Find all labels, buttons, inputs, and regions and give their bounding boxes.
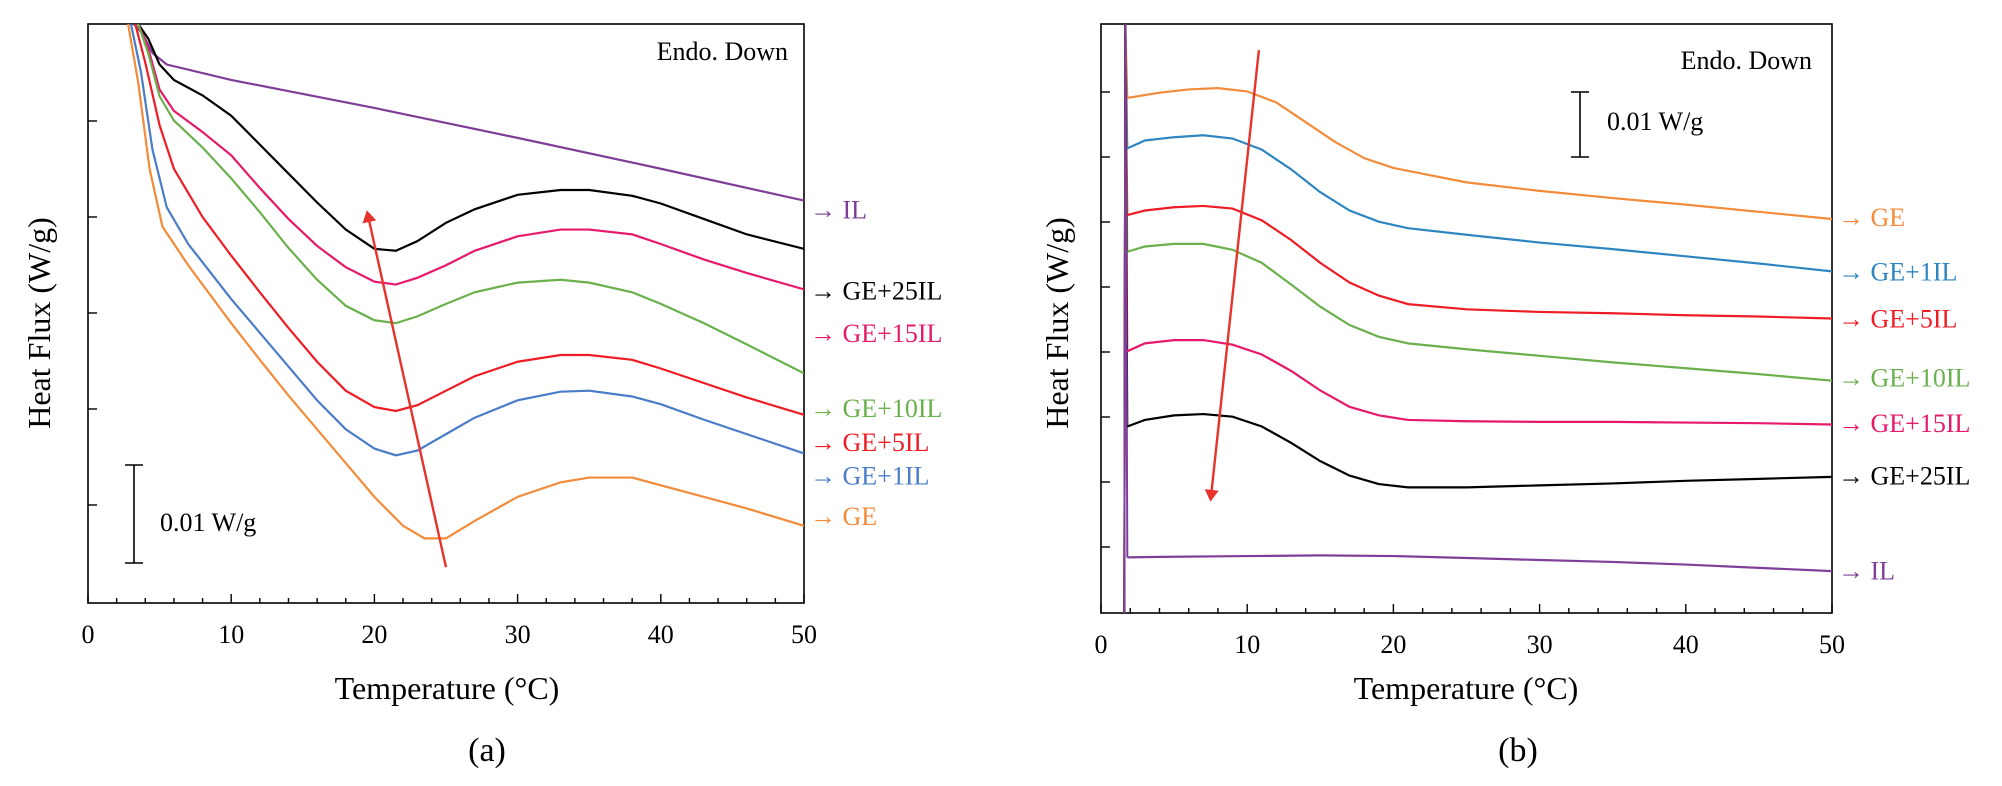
x-tick-label-a: 50 (791, 620, 817, 649)
series-line-il-b (1127, 554, 1832, 573)
x-axis-label-a: Temperature (°C) (335, 670, 560, 706)
x-tick-label-a: 30 (505, 620, 531, 649)
series-line-ge-15il-a (137, 24, 804, 291)
series-label-il-b: → IL (1838, 556, 1895, 585)
series-label-ge-15il-b: → GE+15IL (1838, 409, 1970, 438)
x-tick-label-a: 40 (648, 620, 674, 649)
chart-panel-b: Heat Flux (W/g) Temperature (°C) Endo. D… (1039, 23, 1970, 769)
chart-panel-a: Heat Flux (W/g) Temperature (°C) Endo. D… (21, 23, 942, 769)
x-tick-label-b: 0 (1095, 630, 1108, 659)
startup-spikes-b (1123, 24, 1129, 613)
panel-label-a: (a) (468, 732, 506, 769)
series-label-ge-5il-a: → GE+5IL (810, 428, 929, 457)
x-tick-label-b: 20 (1380, 630, 1406, 659)
scale-bar-label-b: 0.01 W/g (1607, 107, 1703, 136)
series-line-ge-10il-a (137, 24, 804, 375)
x-tick-label-b: 10 (1234, 630, 1260, 659)
y-axis-label-b: Heat Flux (W/g) (1039, 217, 1075, 429)
x-tick-label-b: 50 (1819, 630, 1845, 659)
series-line-ge-5il-a (134, 24, 804, 416)
trend-arrow-b (1204, 50, 1261, 502)
series-label-ge-10il-b: → GE+10IL (1838, 363, 1970, 392)
series-line-ge-10il-b (1127, 242, 1832, 382)
scale-bar-label-a: 0.01 W/g (160, 508, 256, 537)
series-line-ge-1il-b (1126, 134, 1832, 273)
series-label-ge-25il-a: → GE+25IL (810, 276, 942, 305)
series-label-ge-10il-a: → GE+10IL (810, 394, 942, 423)
endo-annotation-b: Endo. Down (1681, 46, 1812, 75)
series-line-ge-25il-a (137, 24, 804, 252)
series-label-ge-a: → GE (810, 502, 877, 531)
panel-label-b: (b) (1498, 732, 1538, 769)
series-line-ge-25il-b (1126, 412, 1832, 489)
series-label-ge-1il-b: → GE+1IL (1838, 257, 1957, 286)
series-label-ge-5il-b: → GE+5IL (1838, 305, 1957, 334)
series-line-ge-15il-b (1126, 338, 1832, 426)
series-line-ge-5il-b (1127, 204, 1832, 320)
series-line-ge-b (1127, 87, 1832, 221)
plot-frame-b (1100, 23, 1833, 614)
spike-il (1123, 24, 1129, 613)
x-axis-label-b: Temperature (°C) (1354, 670, 1579, 706)
series-label-ge-1il-a: → GE+1IL (810, 462, 929, 491)
x-tick-label-a: 20 (361, 620, 387, 649)
series-label-ge-b: → GE (1838, 203, 1905, 232)
trend-arrow-a (362, 210, 448, 568)
endo-annotation-a: Endo. Down (657, 37, 788, 66)
y-axis-label-a: Heat Flux (W/g) (21, 217, 57, 429)
series-label-ge-15il-a: → GE+15IL (810, 319, 942, 348)
x-tick-label-b: 40 (1673, 630, 1699, 659)
series-label-il-a: → IL (810, 195, 867, 224)
series-line-ge-1il-a (129, 24, 804, 457)
x-tick-label-a: 0 (82, 620, 95, 649)
x-tick-label-a: 10 (218, 620, 244, 649)
x-tick-label-b: 30 (1527, 630, 1553, 659)
series-line-ge-a (127, 24, 804, 540)
series-label-ge-25il-b: → GE+25IL (1838, 462, 1970, 491)
